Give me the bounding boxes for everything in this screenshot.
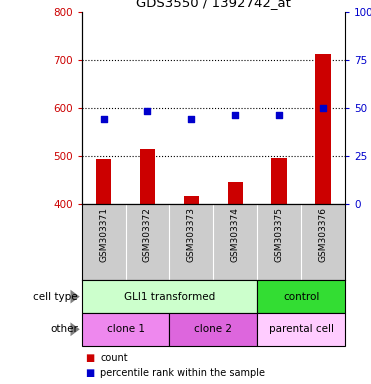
Text: GSM303374: GSM303374 [231,207,240,262]
Text: GSM303373: GSM303373 [187,207,196,262]
Text: parental cell: parental cell [269,324,334,334]
Text: ■: ■ [85,353,95,363]
Point [144,108,150,114]
Text: percentile rank within the sample: percentile rank within the sample [100,368,265,378]
Text: control: control [283,291,319,302]
Title: GDS3550 / 1392742_at: GDS3550 / 1392742_at [136,0,291,9]
Bar [82,280,257,313]
Bar [82,313,170,346]
Bar [272,158,287,204]
Text: GSM303376: GSM303376 [319,207,328,262]
Bar [140,149,155,204]
Text: clone 2: clone 2 [194,324,232,334]
Point [276,112,282,118]
Text: other: other [50,324,78,334]
Text: count: count [100,353,128,363]
Point [188,116,194,122]
Text: ■: ■ [85,368,95,378]
Text: clone 1: clone 1 [106,324,145,334]
Text: GLI1 transformed: GLI1 transformed [124,291,215,302]
Bar [184,196,199,204]
Bar [257,313,345,346]
Bar [227,182,243,204]
Text: GSM303372: GSM303372 [143,207,152,262]
Bar [170,313,257,346]
Bar [257,280,345,313]
Text: GSM303375: GSM303375 [275,207,284,262]
Text: cell type: cell type [33,291,78,302]
Text: GSM303371: GSM303371 [99,207,108,262]
Bar [96,159,111,204]
Bar [315,54,331,204]
Point [320,104,326,111]
Point [101,116,106,122]
Point [232,112,238,118]
